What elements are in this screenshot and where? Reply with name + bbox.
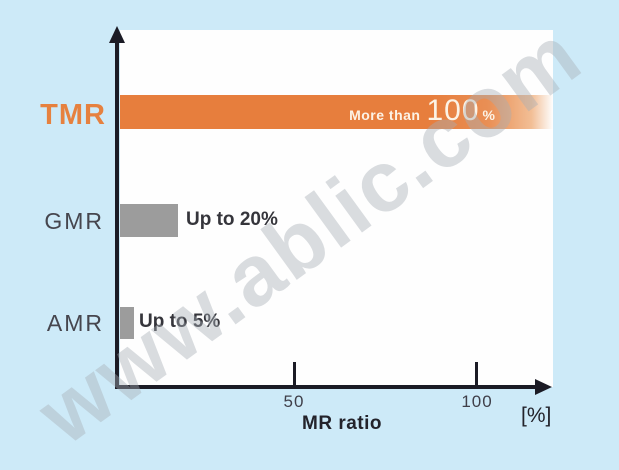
tmr-annotation-value: 100 <box>426 94 480 127</box>
bar-amr <box>120 307 134 339</box>
x-axis-title: MR ratio <box>302 413 382 434</box>
x-tick-100 <box>475 362 478 385</box>
category-label-tmr: TMR <box>40 99 106 131</box>
category-label-gmr: GMR <box>44 208 104 234</box>
plot-area <box>120 30 553 387</box>
x-tick-label-50: 50 <box>283 392 305 411</box>
category-label-amr: AMR <box>46 310 104 336</box>
y-axis-arrow-icon <box>109 26 125 43</box>
x-tick-50 <box>293 362 296 385</box>
x-axis-line <box>115 385 536 389</box>
tmr-annotation-suffix: % <box>482 107 495 123</box>
x-axis-arrow-icon <box>535 379 552 395</box>
tmr-bar-annotation: More than 100% <box>349 96 495 126</box>
x-axis-unit: [%] <box>521 404 552 427</box>
bar-gmr <box>120 204 178 237</box>
gmr-value-label: Up to 20% <box>186 209 278 230</box>
y-axis-line <box>115 42 119 387</box>
tmr-annotation-prefix: More than <box>349 107 421 123</box>
x-tick-label-100: 100 <box>461 392 493 411</box>
amr-value-label: Up to 5% <box>139 311 221 332</box>
bar-tmr: More than 100% <box>120 95 553 129</box>
